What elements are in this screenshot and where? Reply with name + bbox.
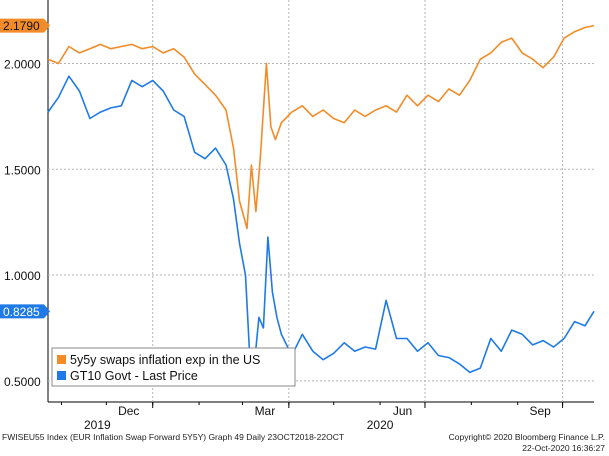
x-tick-label: Jun [393,404,412,418]
footer-source: FWISEU55 Index (EUR Inflation Swap Forwa… [2,432,345,442]
x-tick-label: Mar [255,404,276,418]
last-value-labels: 2.1790 0.8285 [0,18,50,319]
y-tick-label: 0.5000 [4,375,41,389]
legend: 5y5y swaps inflation exp in the US GT10 G… [51,347,296,387]
legend-label: GT10 Govt - Last Price [70,369,198,383]
x-year-label: 2019 [84,418,111,432]
last-value-label: 2.1790 [3,19,40,33]
footer-copyright: Copyright© 2020 Bloomberg Finance L.P. 2… [449,432,605,454]
legend-swatch [57,371,66,380]
x-tick-label: Sep [529,404,551,418]
last-value-label: 0.8285 [3,305,40,319]
y-tick-label: 1.5000 [4,163,41,177]
x-year-label: 2020 [367,418,394,432]
grid [47,0,594,408]
legend-box [51,347,296,387]
y-tick-label: 1.0000 [4,269,41,283]
last-value-tag [0,304,50,319]
legend-label: 5y5y swaps inflation exp in the US [70,353,260,367]
y-tick-label: 2.0000 [4,57,41,71]
last-value-tag [0,18,50,33]
axis-ticks: 0.5000 1.0000 1.5000 2.0000 Dec Mar Jun Sep 2019… [4,57,551,432]
footer-timestamp: 22-Oct-2020 16:36:27 [522,443,605,453]
series-lines [47,24,595,374]
legend-swatch [57,355,66,364]
series-line-inflation-swap [47,24,595,230]
series-line-gt10 [47,75,595,374]
x-tick-label: Dec [118,404,139,418]
footer-copyright-line: Copyright© 2020 Bloomberg Finance L.P. [448,432,605,442]
